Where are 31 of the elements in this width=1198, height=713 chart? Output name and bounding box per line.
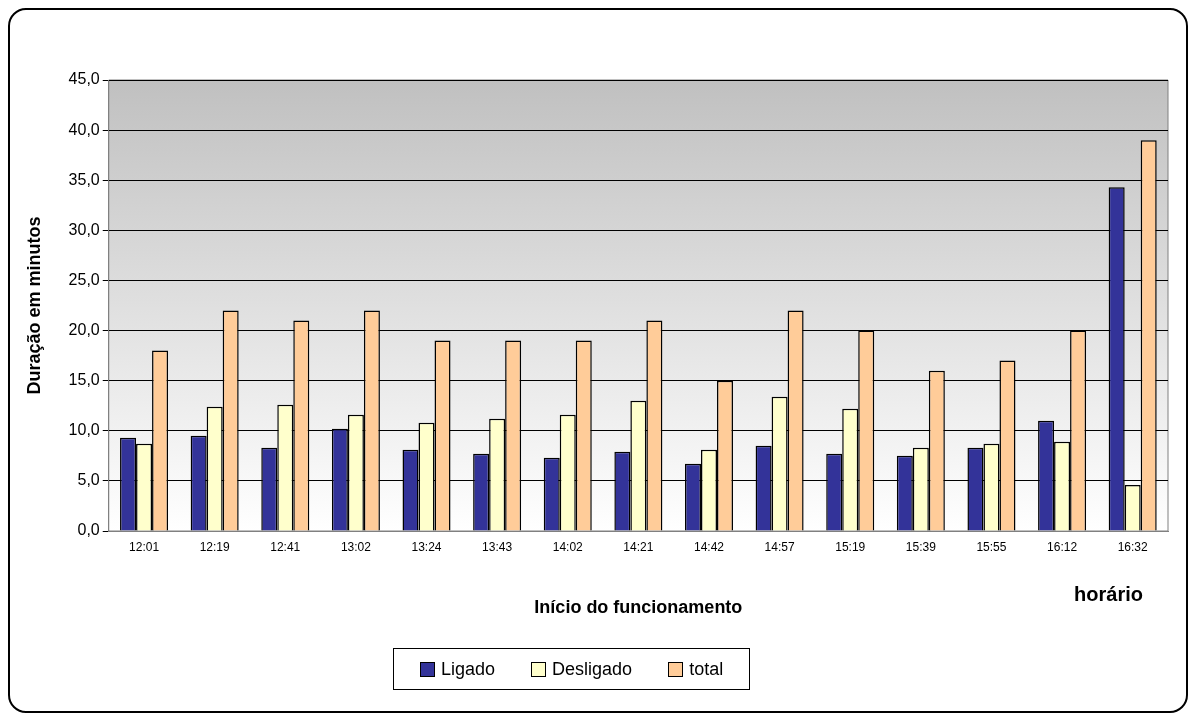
x-tick-label: 13:43 — [482, 539, 513, 554]
x-tick-label: 12:19 — [199, 539, 231, 554]
y-tick-label: 35,0 — [68, 170, 100, 188]
x-tick-label: 12:41 — [270, 539, 301, 554]
y-tick-label: 30,0 — [68, 220, 100, 238]
x-tick-label: 16:12 — [1047, 539, 1078, 554]
legend-label: total — [689, 658, 724, 680]
x-tick-label: 14:57 — [764, 539, 795, 554]
text: horário — [1074, 582, 1143, 605]
x-tick-label: 15:39 — [905, 539, 937, 554]
y-tick-label: 45,0 — [68, 70, 100, 88]
x-tick-label: 14:21 — [623, 539, 654, 554]
x-tick-label: 13:02 — [340, 539, 372, 554]
y-tick-label: 15,0 — [68, 371, 100, 389]
y-tick-label: 25,0 — [68, 270, 100, 288]
x-tick-label: 13:24 — [411, 539, 442, 554]
x-tick-label: 15:55 — [976, 539, 1007, 554]
x-axis-title: Início do funcionamento — [534, 597, 743, 618]
y-tick-label: 0,0 — [77, 521, 100, 539]
x-tick-label: 14:42 — [693, 539, 725, 554]
x-tick-label: 12:01 — [129, 539, 160, 554]
y-tick-label: 5,0 — [77, 471, 100, 489]
y-tick-label: 20,0 — [68, 320, 100, 338]
x-tick-label: 14:02 — [552, 539, 584, 554]
y-tick-label: 10,0 — [68, 421, 100, 439]
x-tick-label: 15:19 — [835, 539, 866, 554]
y-axis-title: Duração em minutos — [23, 216, 44, 395]
y-tick-label: 40,0 — [68, 120, 100, 138]
legend-label: Desligado — [552, 658, 633, 680]
legend-label: Ligado — [441, 658, 496, 680]
x-tick-label: 16:32 — [1117, 539, 1149, 554]
